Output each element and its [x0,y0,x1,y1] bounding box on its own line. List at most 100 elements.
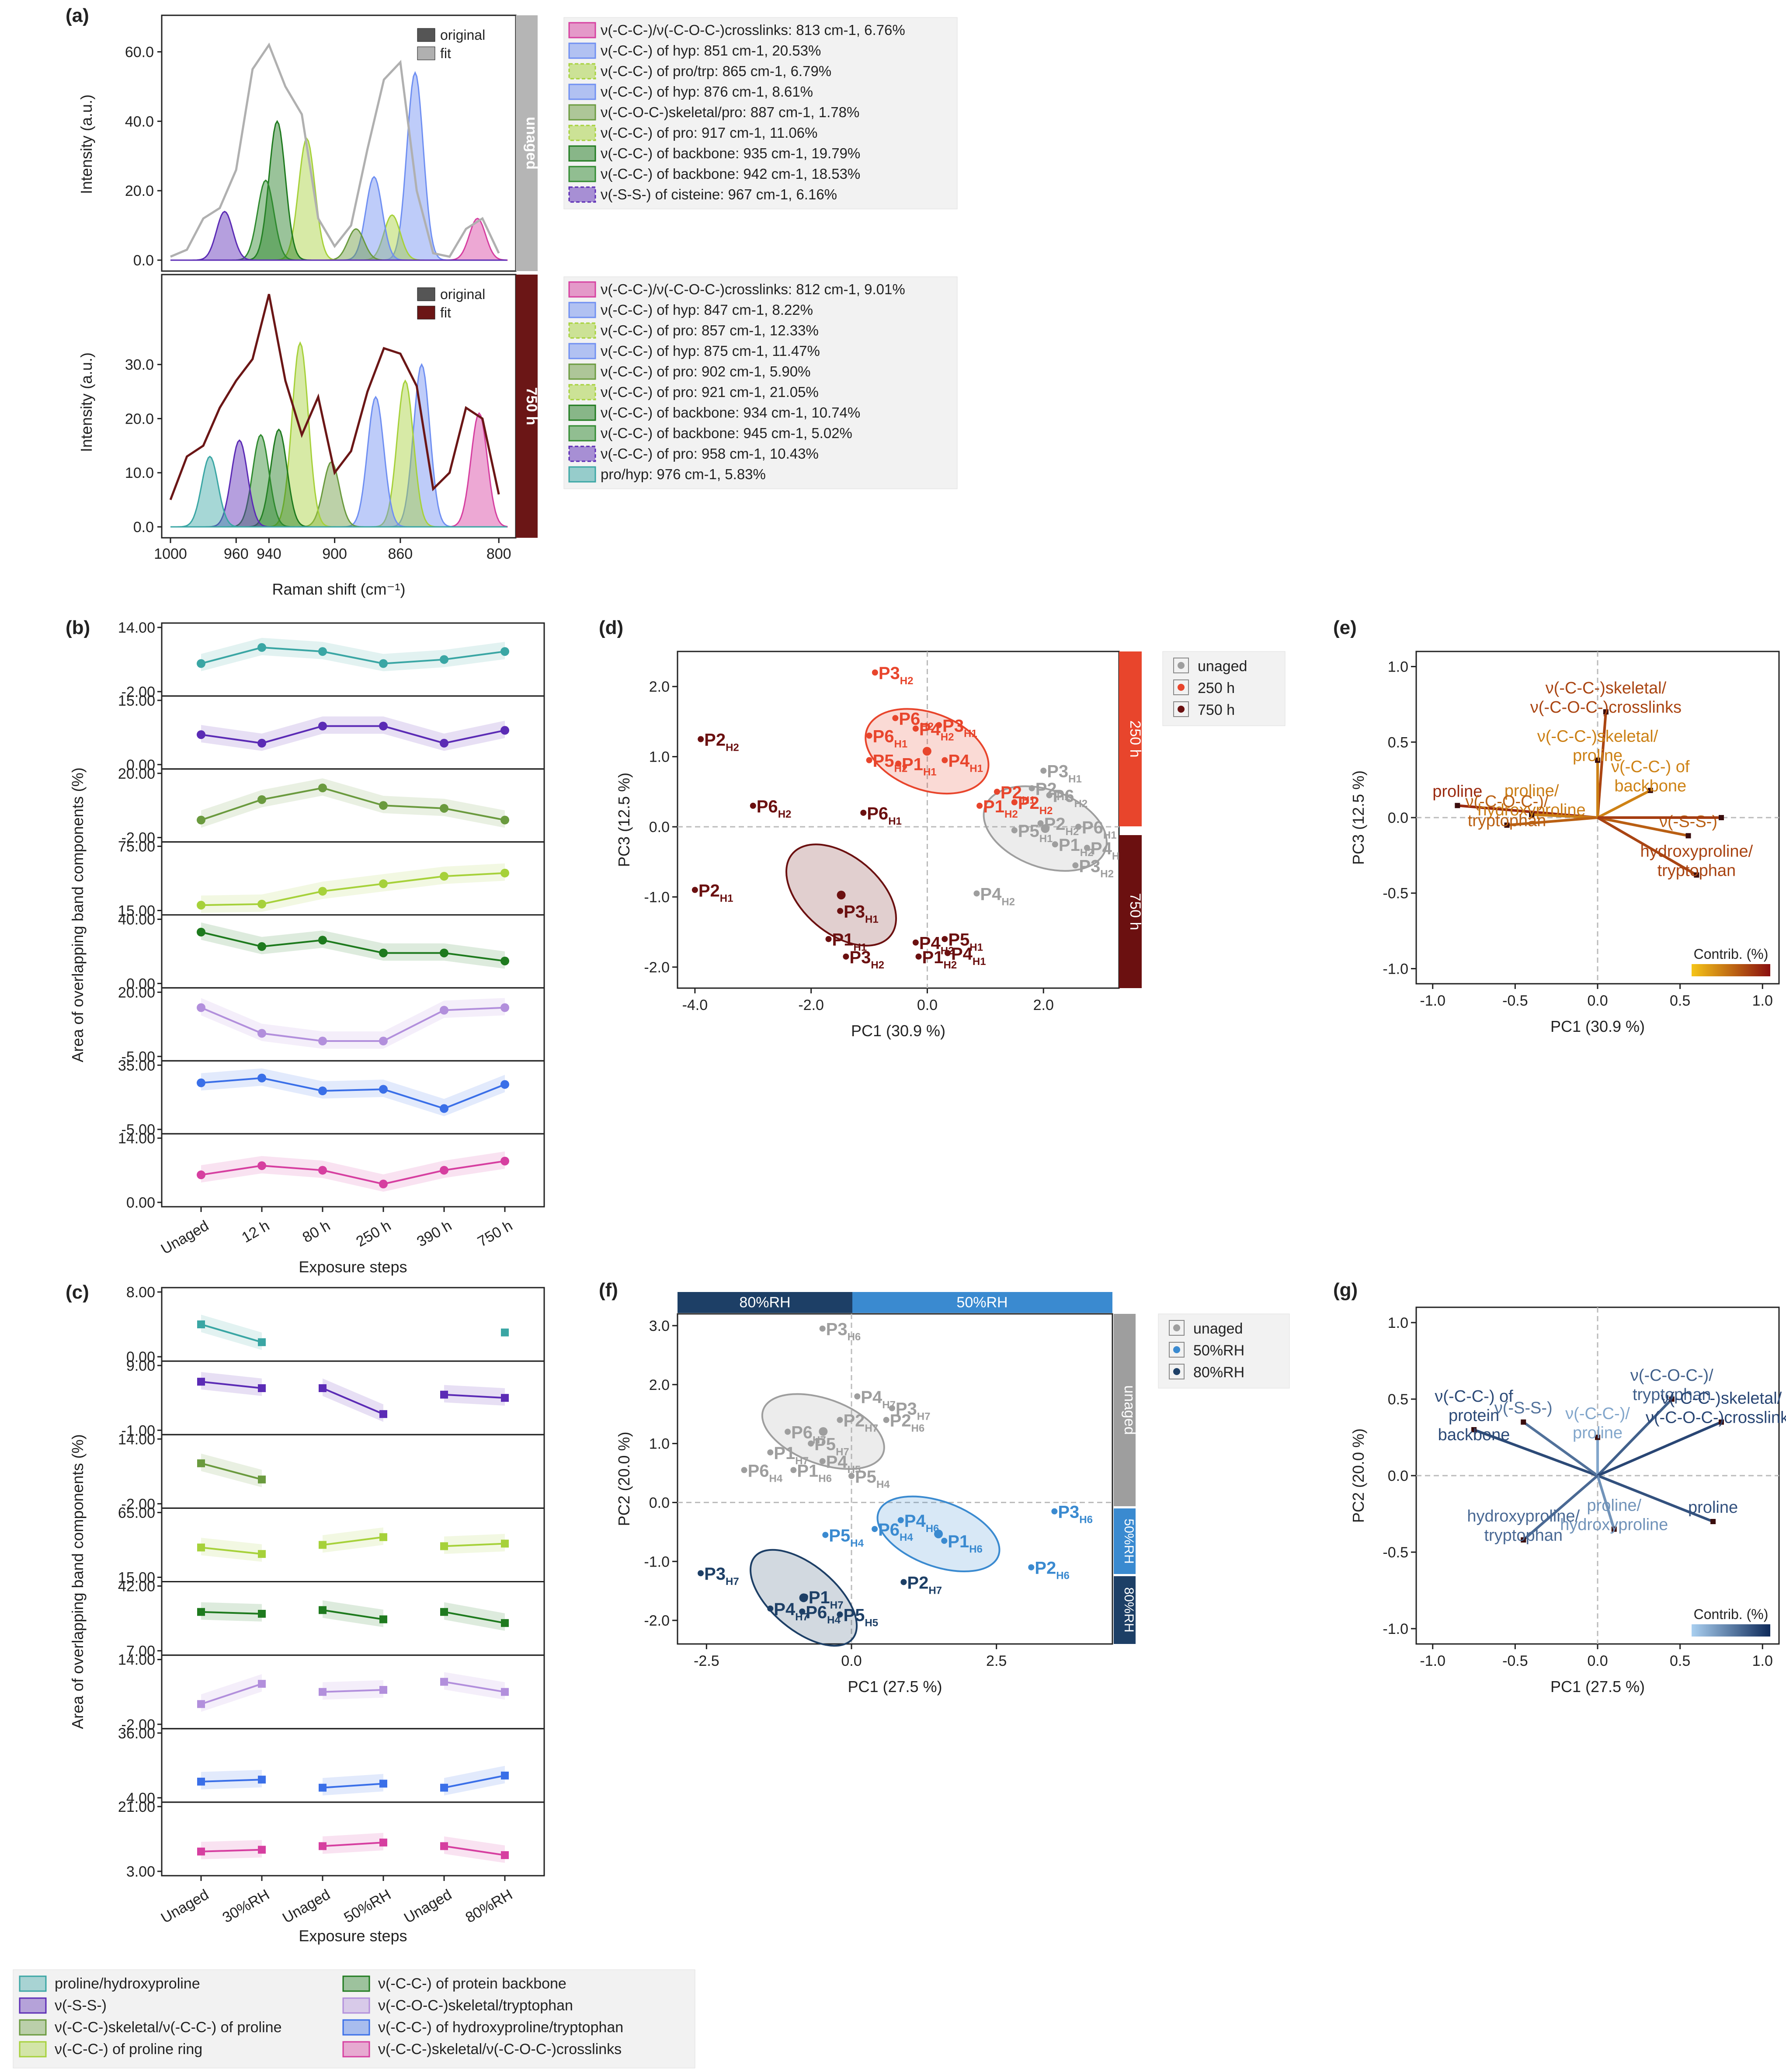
data-point [257,1073,266,1083]
legend-label: 750 h [1198,702,1235,718]
loading-label: tryptophan [1657,861,1736,880]
x-tick-label: 900 [322,546,347,562]
sample-point [799,1608,806,1615]
legend-swatch [19,2019,47,2036]
y-tick-label: 40.00 [118,912,155,928]
y-tick-label: -1.0 [1383,961,1408,977]
sample-point [1052,841,1058,848]
band-legend-swatch [568,63,596,80]
y-axis-title: PC3 (12.5 %) [615,773,633,867]
loading-label: ν(-C-O-C-)/ [1466,792,1549,811]
band-legend-swatch [568,363,596,380]
y-tick-label: -5.00 [122,1121,156,1138]
facet-strip [1114,1314,1136,1506]
data-point [258,1475,266,1483]
band-legend-label: ν(-C-C-) of hyp: 875 cm-1, 11.47% [601,343,820,359]
loading-arrow [1597,816,1697,876]
y-axis-title: PC3 (12.5 %) [1349,770,1367,865]
facet-strip [1114,1508,1136,1574]
series-line [201,1462,262,1480]
legend-swatch-original [417,287,435,301]
data-point [440,948,448,958]
loading-arrow [1522,1474,1598,1541]
legend-label: unaged [1198,658,1247,675]
series-line [444,1681,505,1693]
y-tick-label: -1.00 [122,1422,156,1439]
confidence-band [201,1602,262,1622]
data-point [501,1851,509,1859]
loading-label: ν(-C-O-C-)crosslinks [1530,698,1682,717]
y-tick-label: 1.0 [649,1436,670,1452]
facet-strip-label: 80%RH [1122,1587,1136,1632]
data-point [258,1680,266,1688]
y-tick-label: 20.0 [125,183,154,199]
data-point [501,1688,509,1696]
confidence-band [444,1836,505,1863]
sample-point [767,1605,774,1612]
legend-marker [1173,1324,1180,1331]
loading-arrow [1596,1475,1616,1530]
series-line [201,646,505,665]
legend-swatch [342,2041,370,2058]
y-tick-label: -2.0 [644,1612,670,1629]
y-tick-label: -0.5 [1383,885,1408,902]
loading-label: proline/ [1505,782,1559,800]
sample-point [994,788,1000,795]
data-point [258,1338,266,1346]
loading-arrow [1596,1398,1673,1477]
sample-point [892,715,899,721]
facet-strip [852,1292,1112,1313]
group-centroid [1041,824,1050,833]
x-axis-title: PC1 (30.9 %) [851,1022,945,1040]
loading-arrow [1597,816,1689,837]
sample-point [872,669,878,676]
facet-strip [1114,1576,1136,1644]
loading-arrow [1597,1421,1722,1477]
colorbar [1692,1624,1770,1637]
loading-tip [1669,1396,1675,1402]
y-tick-label: -5.00 [122,1048,156,1065]
data-point [318,1037,327,1045]
data-point [197,1378,205,1386]
facet-strip-label: 50%RH [956,1294,1008,1311]
data-point [500,815,509,825]
legend-swatch-fit [417,306,435,320]
series-line [201,872,505,906]
sample-point [802,1594,808,1600]
legend-label: unaged [1193,1320,1243,1337]
x-tick-label: 940 [257,546,281,562]
data-point [500,1003,509,1012]
sample-point [941,1538,948,1544]
loading-label: tryptophan [1484,1526,1563,1545]
band-legend-swatch [568,186,596,203]
x-tick-label: -2.5 [694,1653,719,1669]
data-point [501,1771,509,1779]
series-line [201,1006,505,1042]
confidence-band [323,1832,383,1854]
confidence-band [323,1378,383,1422]
data-point [379,879,388,888]
panel-letter: (d) [599,617,623,638]
x-tick-label: 0.0 [1587,1653,1608,1669]
data-point [319,1606,327,1614]
fitted-band [170,456,507,528]
series-line [201,1323,262,1343]
x-tick-label: 0.5 [1670,1653,1690,1669]
confidence-band [444,1766,505,1796]
confidence-band [323,1600,383,1627]
facet-strip-label: 750 h [523,387,540,425]
legend-swatch [342,2019,370,2036]
sample-point [1046,792,1053,798]
data-point [257,643,266,652]
sample-point [944,950,951,956]
sample-point [843,953,849,960]
band-legend-label: pro/hyp: 976 cm-1, 5.83% [601,466,766,482]
series-line [201,1683,262,1705]
loading-arrow [1531,813,1598,819]
legend-swatch [19,1975,47,1992]
loading-label: proline/ [1587,1497,1641,1515]
sample-point [936,722,942,728]
data-point [500,868,509,878]
sample-point [785,1428,791,1435]
band-legend-label: ν(-C-C-) of backbone: 942 cm-1, 18.53% [601,166,860,182]
